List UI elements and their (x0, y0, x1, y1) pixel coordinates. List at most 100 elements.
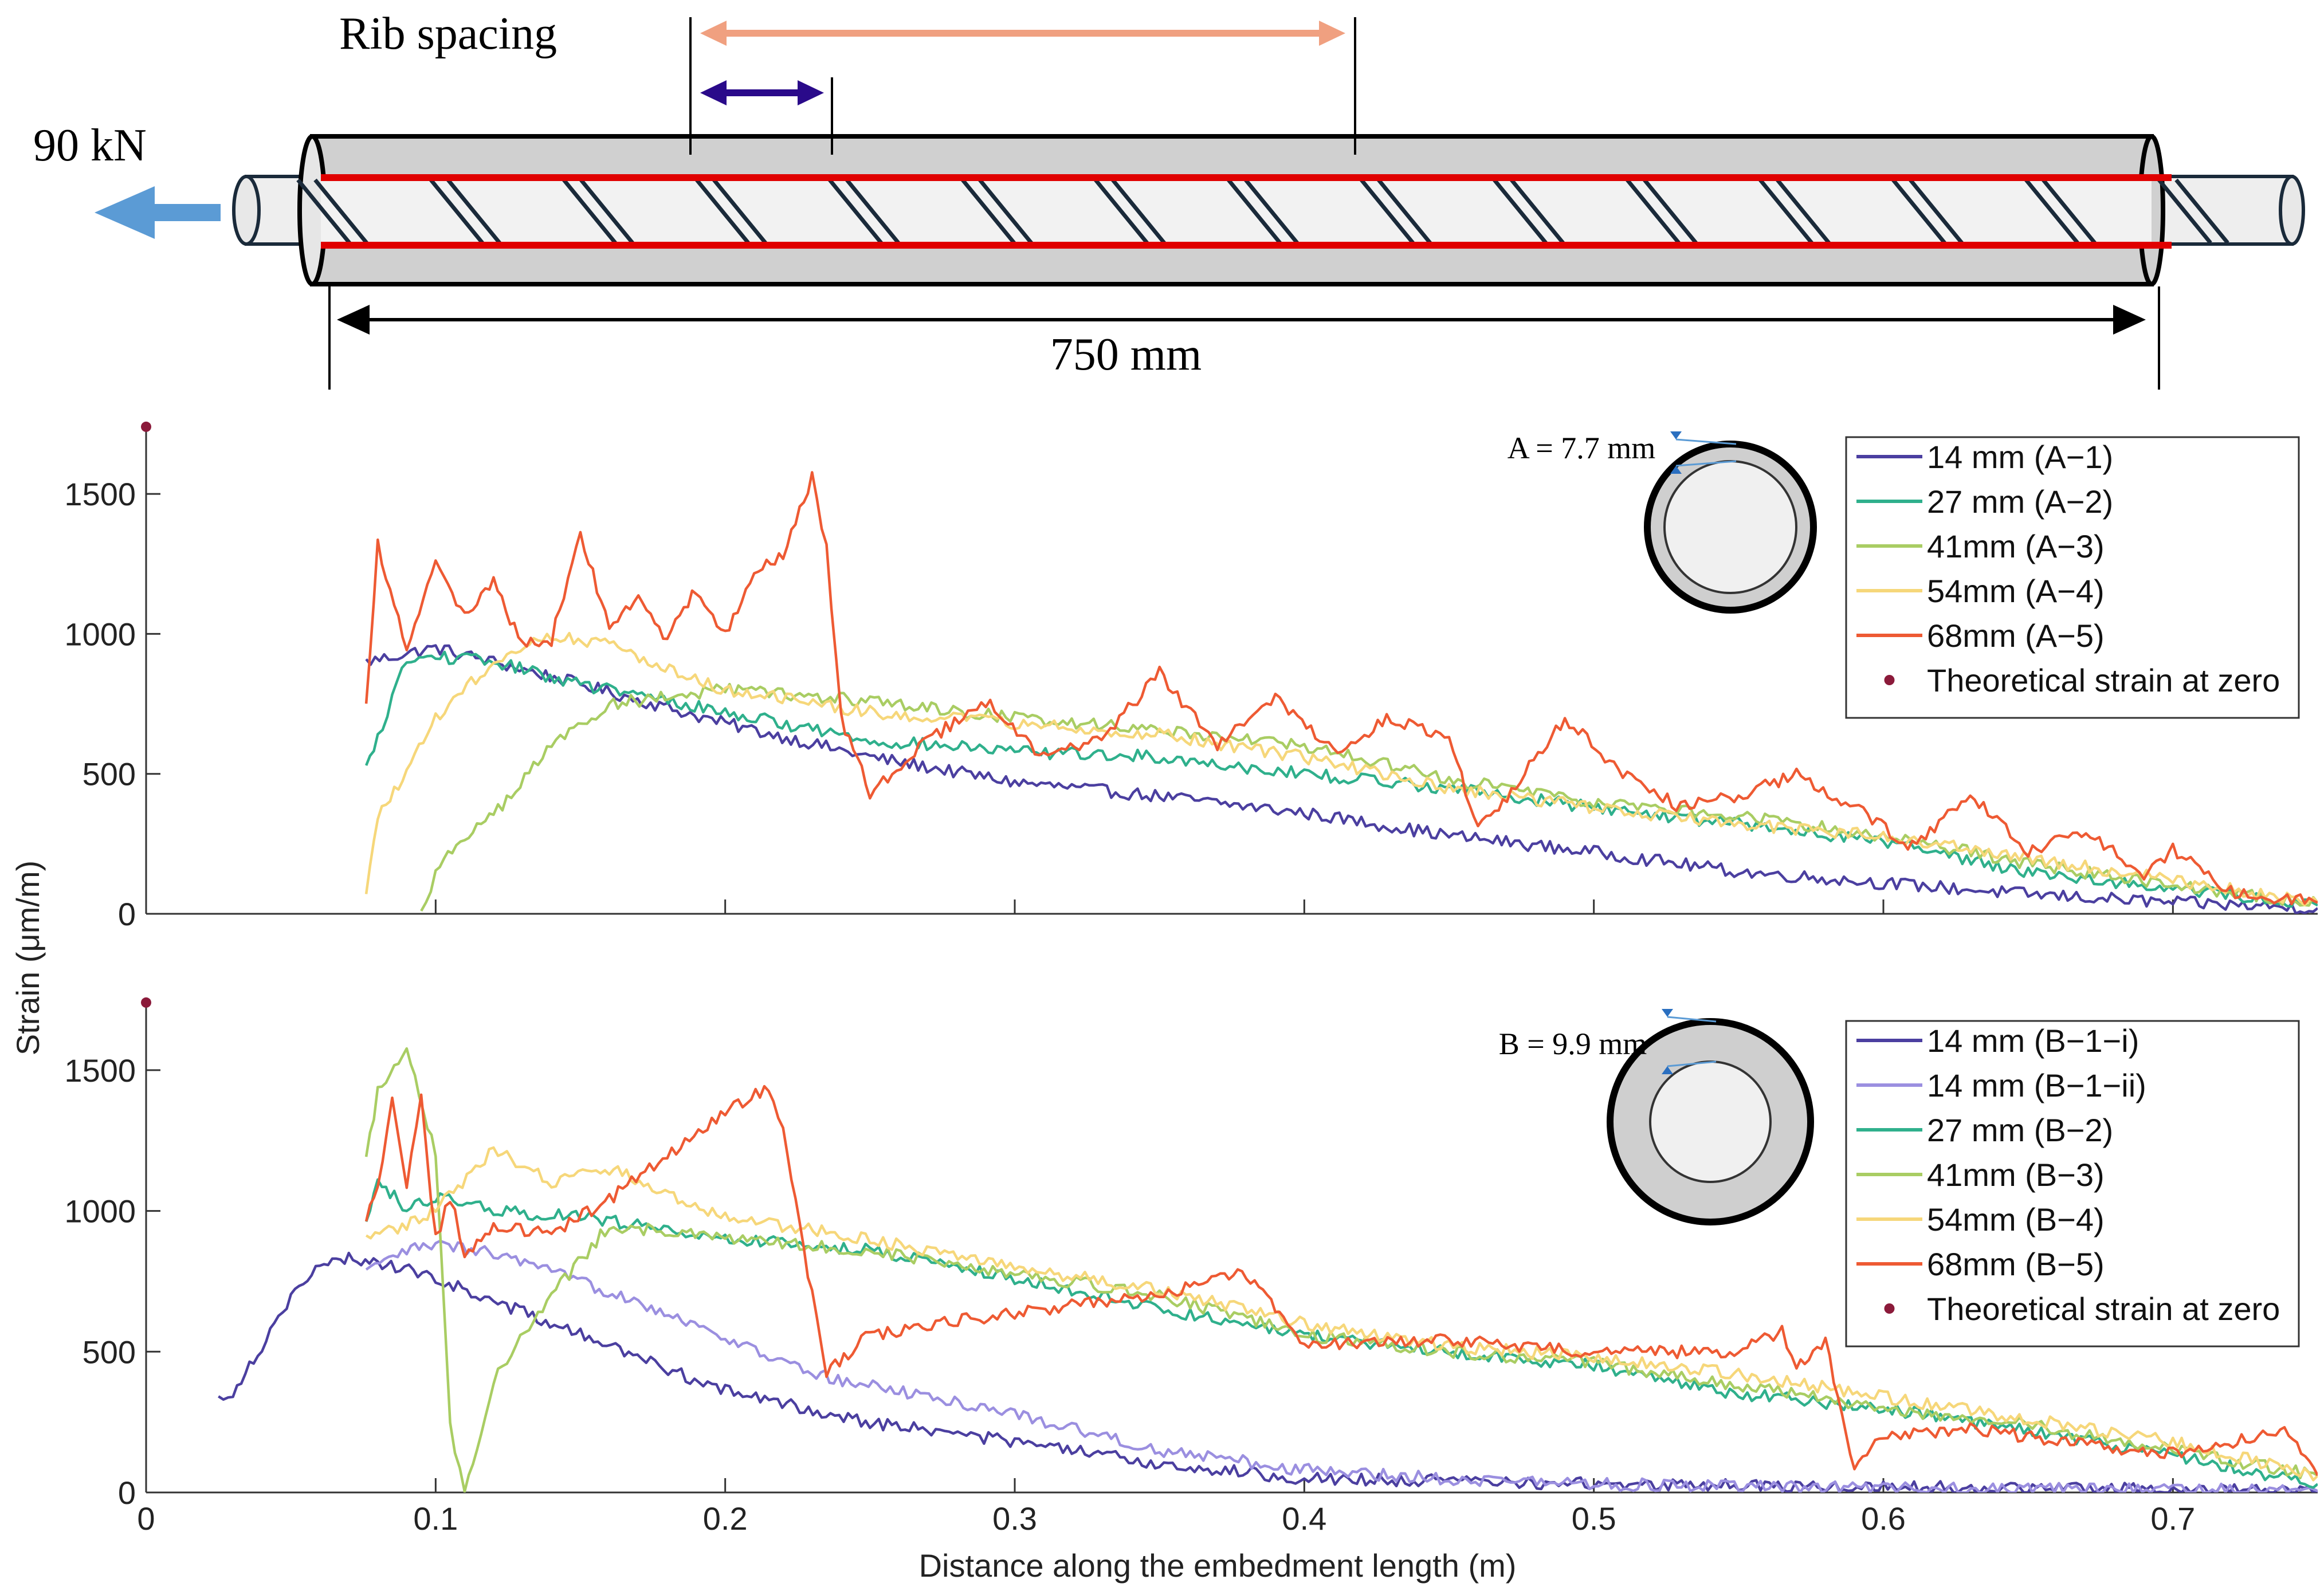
y-tick-label: 0 (118, 1475, 136, 1511)
x-axis-label: Distance along the embedment length (m) (919, 1547, 1517, 1584)
cover-ref-line (1675, 438, 1737, 445)
legend-label: 14 mm (B−1−ii) (1927, 1067, 2146, 1103)
legend-label: 14 mm (A−1) (1927, 439, 2113, 475)
rib-spacing-short-arrow-icon (700, 80, 824, 105)
y-tick-label: 1000 (64, 1193, 136, 1229)
rib-line (2024, 178, 2079, 245)
rib-line (961, 178, 1016, 245)
series-line (364, 1085, 2318, 1476)
legend-label: 68mm (A−5) (1927, 618, 2105, 654)
rib-line (1909, 178, 1964, 245)
series-line (365, 1146, 2318, 1482)
series-line (365, 650, 2318, 908)
legend-box (1845, 436, 2300, 719)
rib-line (1758, 178, 1813, 245)
rib-line (845, 178, 900, 245)
x-tick-label: 0.4 (1282, 1500, 1326, 1537)
legend-swatch (1884, 1303, 1895, 1314)
rib-line (1891, 178, 1946, 245)
cover-arrow-icon (1662, 1066, 1673, 1074)
rib-line (429, 178, 484, 245)
rib-line (712, 178, 767, 245)
rib-line (296, 178, 351, 245)
series-line (365, 644, 2318, 914)
rib-line (313, 178, 368, 245)
rebar-left-end (232, 175, 261, 246)
series-line (364, 471, 2318, 906)
rib-line (828, 178, 883, 245)
x-tick-label: 0.1 (413, 1500, 458, 1537)
x-tick-label: 0.2 (703, 1500, 748, 1537)
x-tick-label: 0.7 (2150, 1500, 2195, 1537)
rib-line (1111, 178, 1166, 245)
rib-line (1227, 178, 1282, 245)
rib-line (2157, 178, 2212, 245)
cover-thickness-label: B = 9.9 mm (1499, 1027, 1647, 1061)
y-tick-label: 0 (118, 896, 136, 932)
y-tick-label: 500 (83, 756, 136, 792)
legend-box (1845, 1020, 2300, 1348)
y-tick-label: 1000 (64, 616, 136, 652)
rebar-ribs (296, 178, 2229, 245)
series-lines (364, 471, 2318, 914)
cover-ref-line (1675, 460, 1737, 467)
cover-arrow-icon (1662, 1009, 1673, 1017)
rib-line (2174, 178, 2229, 245)
legend-label: Theoretical strain at zero (1927, 662, 2280, 698)
rebar-right-end (2279, 175, 2305, 246)
rib-line (1776, 178, 1831, 245)
rib-line (579, 178, 634, 245)
rib-spacing-long-arrow-icon (700, 21, 1345, 46)
x-tick-label: 0 (137, 1500, 155, 1537)
rib-line (1377, 178, 1432, 245)
x-tick-label: 0.3 (992, 1500, 1037, 1537)
panel-b: 0 500 1000 1500 0 0.1 0.2 0.3 0.4 0.5 0.6 0.7 14 mm … (64, 997, 2318, 1537)
cover-arrow-icon (1670, 466, 1682, 474)
rib-line (1493, 178, 1548, 245)
legend-label: 41mm (A−3) (1927, 528, 2105, 564)
series-lines (218, 1047, 2318, 1492)
legend-label: Theoretical strain at zero (1927, 1291, 2280, 1327)
legend-label: 14 mm (B−1−i) (1927, 1023, 2139, 1059)
rib-line (562, 178, 617, 245)
cover-ref-line (1667, 1060, 1717, 1067)
length-label: 750 mm (1050, 329, 1202, 380)
cover-ref-line (1667, 1016, 1717, 1023)
y-tick-label: 1500 (64, 1052, 136, 1089)
rib-line (1626, 178, 1681, 245)
cross-section-inner (1649, 1060, 1772, 1183)
cross-section-inner (1663, 460, 1797, 594)
legend-label: 68mm (B−5) (1927, 1246, 2105, 1282)
cover-thickness-label: A = 7.7 mm (1508, 431, 1655, 465)
theoretical-point (141, 997, 151, 1008)
legend-label: 54mm (A−4) (1927, 573, 2105, 609)
legend-label: 41mm (B−3) (1927, 1157, 2105, 1193)
rib-line (1643, 178, 1698, 245)
rib-line (446, 178, 501, 245)
y-tick-label: 500 (83, 1334, 136, 1370)
series-line (420, 682, 2318, 912)
series-line (364, 1047, 2318, 1492)
rib-line (1510, 178, 1565, 245)
series-line (365, 1239, 2318, 1492)
rebar-diagram: 90 kN Rib spacing (33, 9, 2305, 390)
x-tick-label: 0.6 (1861, 1500, 1906, 1537)
theoretical-point (141, 421, 151, 432)
rib-line (1244, 178, 1299, 245)
cover-arrow-icon (1670, 431, 1682, 439)
rib-spacing-label: Rib spacing (339, 9, 557, 59)
rib-line (978, 178, 1033, 245)
legend-label: 27 mm (B−2) (1927, 1112, 2113, 1148)
load-arrow-icon (95, 186, 221, 239)
legend-swatch (1884, 675, 1895, 685)
rib-line (695, 178, 750, 245)
series-line (218, 1251, 2318, 1492)
y-tick-label: 1500 (64, 476, 136, 512)
rib-line (2042, 178, 2097, 245)
series-line (364, 631, 2318, 907)
panel-a: 0 500 1000 1500 14 mm (A−1) 27 mm (A−2) 41mm (… (64, 421, 2318, 932)
legend-label: 54mm (B−4) (1927, 1201, 2105, 1238)
length-dimension-arrow-icon (337, 305, 2146, 335)
rib-line (1094, 178, 1149, 245)
